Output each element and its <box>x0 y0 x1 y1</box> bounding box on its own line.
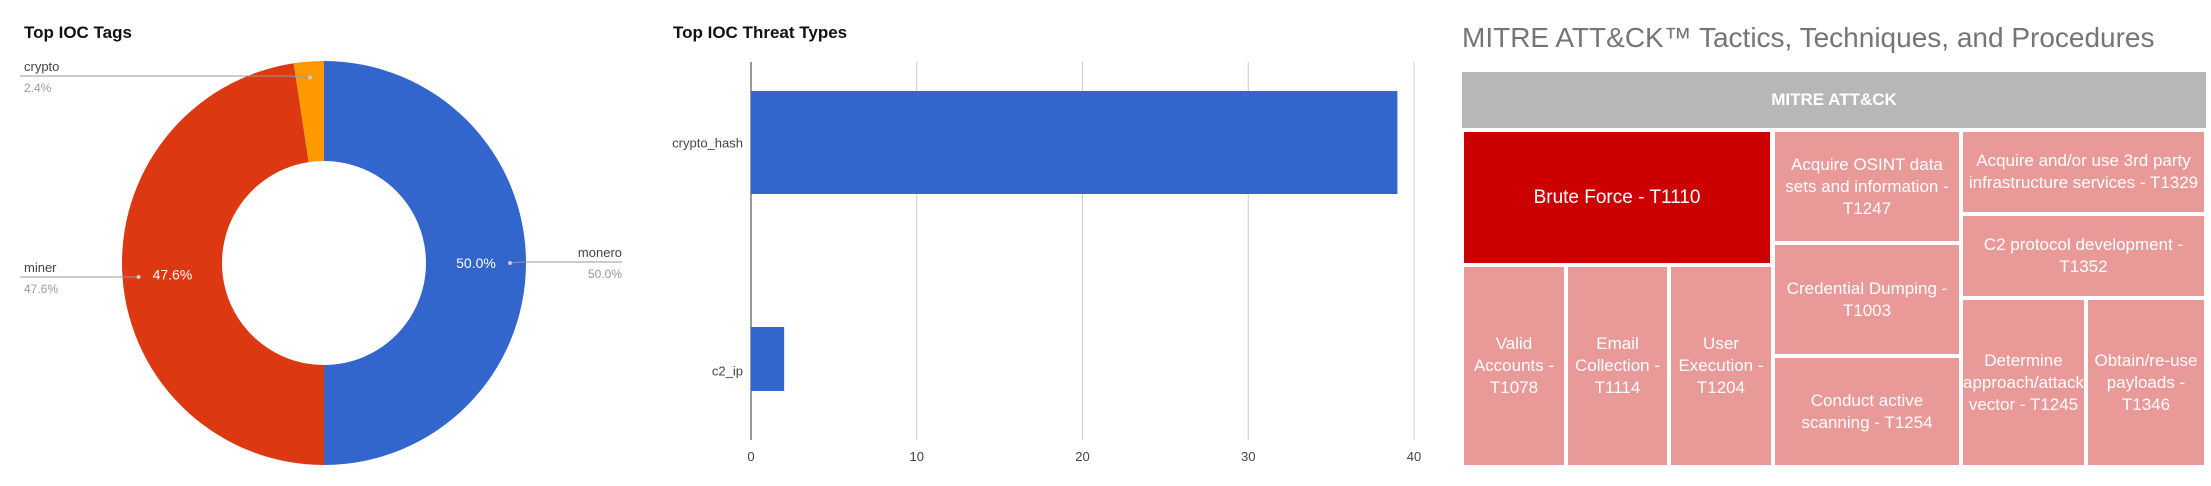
bar-x-tick-10: 10 <box>910 449 924 464</box>
treemap-cell[interactable]: User Execution - T1204 <box>1669 265 1773 467</box>
donut-leader-line-crypto <box>20 75 311 79</box>
bar-chart-title: Top IOC Threat Types <box>673 23 848 42</box>
treemap-cell[interactable]: C2 protocol development - T1352 <box>1961 214 2206 298</box>
treemap-cell[interactable]: Obtain/re-use payloads - T1346 <box>2086 298 2206 467</box>
donut-slice-crypto[interactable] <box>293 61 324 163</box>
treemap-cell[interactable]: Acquire OSINT data sets and information … <box>1773 130 1961 243</box>
donut-chart-title: Top IOC Tags <box>24 23 132 42</box>
treemap-cell[interactable]: Determine approach/attack vector - T1245 <box>1961 298 2086 467</box>
treemap-root-header[interactable]: MITRE ATT&CK <box>1462 72 2206 128</box>
donut-leader-dot-monero <box>508 261 512 265</box>
donut-leader-line-monero <box>509 261 622 264</box>
bar-x-tick-30: 30 <box>1241 449 1255 464</box>
treemap-cell[interactable]: Valid Accounts - T1078 <box>1462 265 1566 467</box>
donut-slice-miner[interactable] <box>122 63 324 465</box>
donut-legend-pct-monero: 50.0% <box>588 267 622 281</box>
bar-category-label-crypto_hash: crypto_hash <box>672 136 743 151</box>
donut-legend-label-miner: miner <box>24 260 57 275</box>
donut-leader-dot-miner <box>136 275 141 280</box>
bar-c2_ip[interactable] <box>751 327 785 391</box>
donut-chart-panel: Top IOC Tags 50.0% monero 50.0% 47.6% miner 4… <box>0 0 650 486</box>
donut-slice-monero[interactable] <box>324 61 526 465</box>
treemap-cell[interactable]: Credential Dumping - T1003 <box>1773 243 1961 356</box>
bar-x-tick-40: 40 <box>1407 449 1421 464</box>
bar-chart-panel: Top IOC Threat Types 0 10 20 30 40 crypto_has… <box>650 0 1430 486</box>
treemap-title: MITRE ATT&CK™ Tactics, Techniques, and P… <box>1462 22 2155 53</box>
donut-slice-value-miner: 47.6% <box>153 266 193 282</box>
bar-x-tick-20: 20 <box>1075 449 1089 464</box>
treemap-cell[interactable]: Conduct active scanning - T1254 <box>1773 356 1961 467</box>
treemap-cell[interactable]: Brute Force - T1110 <box>1462 130 1772 265</box>
bar-category-label-c2_ip: c2_ip <box>712 364 743 379</box>
donut-leader-dot-crypto <box>307 75 312 80</box>
donut-slice-value-monero: 50.0% <box>456 255 496 271</box>
treemap-cell[interactable]: Acquire and/or use 3rd party infrastruct… <box>1961 130 2206 214</box>
treemap-cell[interactable]: Email Collection - T1114 <box>1566 265 1669 467</box>
donut-legend-pct-miner: 47.6% <box>24 282 58 296</box>
donut-legend-label-monero: monero <box>578 245 622 260</box>
donut-legend-pct-crypto: 2.4% <box>24 81 52 95</box>
donut-legend-label-crypto: crypto <box>24 59 59 74</box>
bar-chart: 0 10 20 30 40 crypto_hash c2_ip <box>672 62 1421 464</box>
treemap-panel: MITRE ATT&CK™ Tactics, Techniques, and P… <box>1430 0 2211 486</box>
donut-chart: 50.0% monero 50.0% 47.6% miner 47.6% crypto 2.4… <box>20 59 622 465</box>
bar-x-tick-0: 0 <box>747 449 754 464</box>
bar-crypto_hash[interactable] <box>751 91 1398 194</box>
